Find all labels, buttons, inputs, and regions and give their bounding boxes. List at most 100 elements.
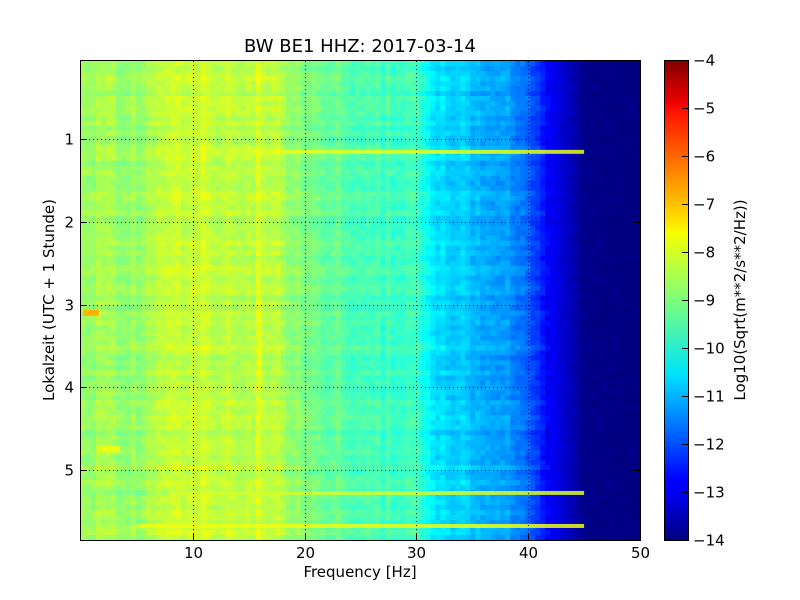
heatmap-cell: [115, 500, 122, 506]
heatmap-cell: [85, 95, 92, 102]
heatmap-cell: [150, 345, 157, 351]
heatmap-cell: [95, 285, 102, 292]
heatmap-cell: [320, 500, 327, 506]
heatmap-cell: [235, 290, 242, 297]
heatmap-cell: [275, 75, 282, 82]
heatmap-cell: [100, 70, 107, 77]
heatmap-cell: [100, 435, 107, 441]
heatmap-cell: [200, 235, 207, 242]
heatmap-cell: [230, 325, 237, 332]
heatmap-cell: [235, 140, 242, 147]
heatmap-cell: [230, 140, 237, 147]
heatmap-cell: [225, 400, 232, 406]
heatmap-cell: [115, 145, 122, 152]
heatmap-cell: [135, 315, 142, 322]
heatmap-cell: [190, 420, 197, 426]
heatmap-cell: [130, 530, 137, 536]
heatmap-cell: [285, 160, 292, 167]
heatmap-cell: [150, 225, 157, 232]
heatmap-cell: [105, 510, 112, 516]
heatmap-cell: [165, 80, 172, 87]
heatmap-cell: [300, 320, 307, 327]
heatmap-cell: [200, 100, 207, 107]
heatmap-cell: [310, 300, 317, 307]
heatmap-cell: [200, 405, 207, 411]
heatmap-cell: [280, 415, 287, 421]
heatmap-cell: [215, 275, 222, 282]
heatmap-cell: [160, 215, 167, 222]
heatmap-cell: [175, 255, 182, 262]
heatmap-cell: [275, 215, 282, 222]
heatmap-cell: [180, 110, 187, 117]
heatmap-cell: [95, 165, 102, 172]
heatmap-cell: [280, 435, 287, 441]
heatmap-cell: [100, 180, 107, 187]
heatmap-cell: [300, 90, 307, 97]
heatmap-cell: [170, 335, 177, 342]
heatmap-cell: [110, 225, 117, 232]
heatmap-cell: [240, 305, 247, 312]
heatmap-cell: [210, 150, 217, 157]
heatmap-cell: [225, 390, 232, 396]
heatmap-cell: [260, 380, 267, 386]
heatmap-cell: [235, 415, 242, 421]
heatmap-cell: [225, 420, 232, 426]
heatmap-cell: [210, 375, 217, 381]
heatmap-cell: [200, 460, 207, 466]
heatmap-cell: [170, 90, 177, 97]
heatmap-cell: [260, 200, 267, 207]
heatmap-cell: [205, 380, 212, 386]
heatmap-cell: [180, 75, 187, 82]
heatmap-cell: [240, 265, 247, 272]
heatmap-cell: [285, 255, 292, 262]
heatmap-cell: [305, 395, 312, 401]
heatmap-cell: [85, 290, 92, 297]
heatmap-cell: [81, 61, 87, 67]
heatmap-cell: [105, 350, 112, 356]
heatmap-cell: [175, 305, 182, 312]
heatmap-cell: [335, 430, 342, 436]
heatmap-cell: [330, 520, 337, 526]
heatmap-cell: [160, 280, 167, 287]
heatmap-cell: [280, 215, 287, 222]
heatmap-cell: [210, 415, 217, 421]
heatmap-cell: [230, 75, 237, 82]
heatmap-cell: [220, 155, 227, 162]
heatmap-cell: [140, 355, 147, 361]
heatmap-cell: [315, 160, 322, 167]
heatmap-cell: [130, 270, 137, 277]
heatmap-cell: [180, 430, 187, 436]
heatmap-cell: [245, 295, 252, 302]
heatmap-cell: [150, 100, 157, 107]
heatmap-cell: [185, 320, 192, 327]
heatmap-cell: [215, 61, 222, 67]
heatmap-cell: [110, 360, 117, 366]
heatmap-cell: [280, 315, 287, 322]
heatmap-cell: [240, 450, 247, 456]
heatmap-cell: [255, 95, 262, 102]
heatmap-cell: [305, 330, 312, 337]
heatmap-cell: [200, 345, 207, 351]
heatmap-cell: [245, 180, 252, 187]
heatmap-cell: [190, 520, 197, 526]
heatmap-cell: [120, 455, 127, 461]
heatmap-cell: [170, 350, 177, 356]
heatmap-cell: [95, 245, 102, 252]
heatmap-cell: [265, 300, 272, 307]
heatmap-cell: [130, 535, 137, 540]
heatmap-cell: [190, 445, 197, 451]
heatmap-cell: [205, 95, 212, 102]
heatmap-cell: [240, 70, 247, 77]
heatmap-cell: [85, 410, 92, 416]
heatmap-cell: [140, 80, 147, 87]
heatmap-cell: [285, 250, 292, 257]
heatmap-cell: [160, 225, 167, 232]
heatmap-cell: [215, 210, 222, 217]
heatmap-cell: [290, 390, 297, 396]
heatmap-cell: [81, 245, 87, 252]
heatmap-cell: [300, 495, 307, 501]
heatmap-cell: [295, 465, 302, 471]
heatmap-cell: [170, 210, 177, 217]
heatmap-cell: [160, 110, 167, 117]
heatmap-cell: [185, 505, 192, 511]
